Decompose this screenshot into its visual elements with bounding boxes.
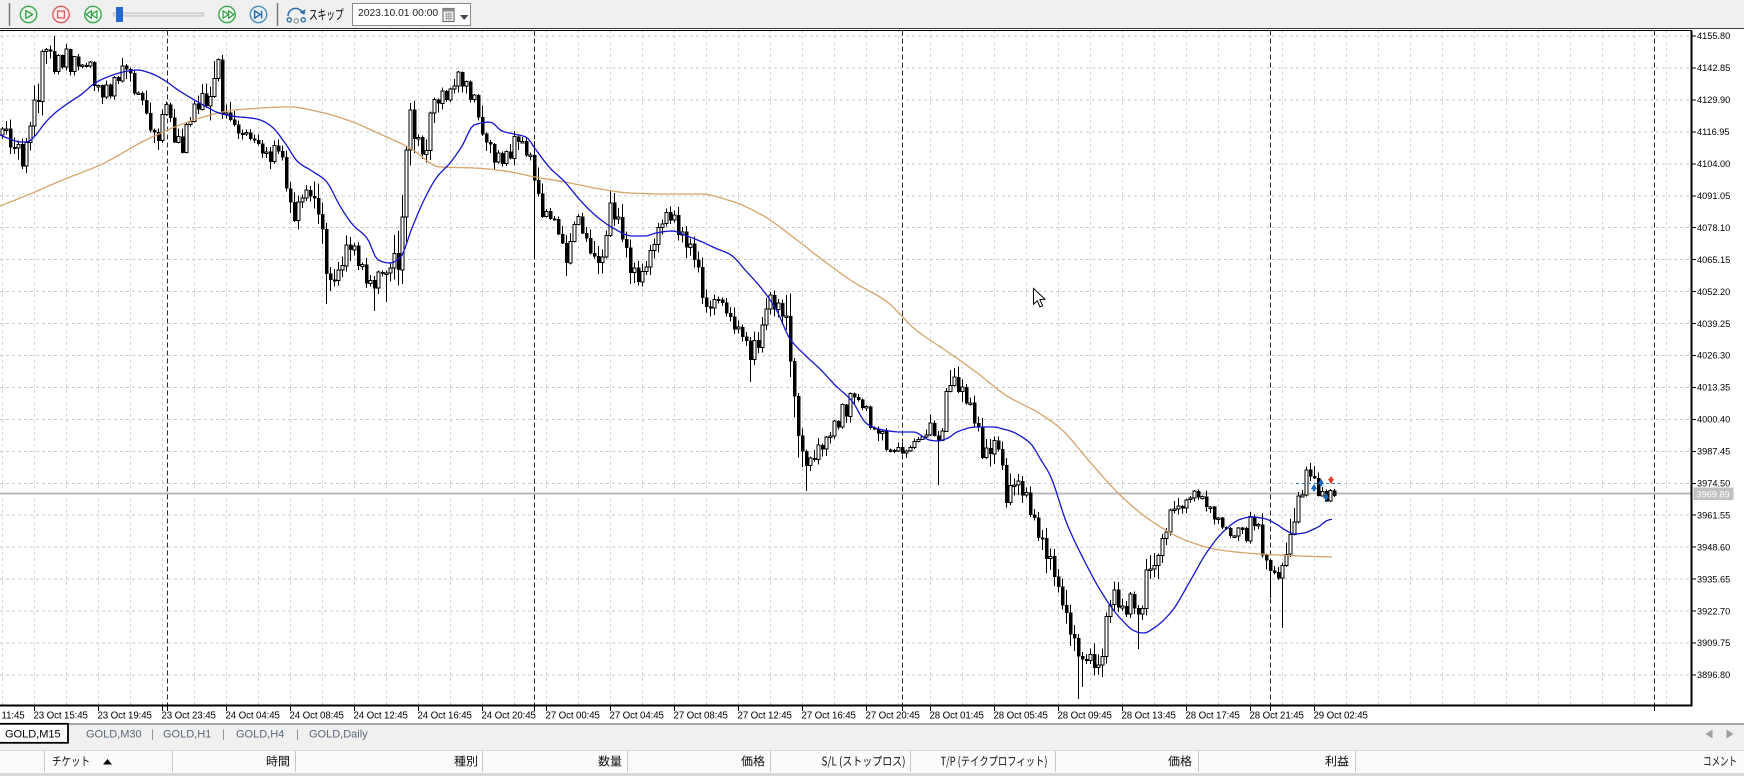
svg-text:|: | xyxy=(222,729,225,741)
svg-text:3969.89: 3969.89 xyxy=(1697,490,1730,500)
svg-text:23 Oct 15:45: 23 Oct 15:45 xyxy=(34,711,88,722)
svg-text:4026.30: 4026.30 xyxy=(1697,351,1730,361)
svg-text:GOLD,M15: GOLD,M15 xyxy=(5,729,61,741)
svg-text:27 Oct 00:45: 27 Oct 00:45 xyxy=(546,711,600,722)
svg-text:GOLD,H4: GOLD,H4 xyxy=(236,729,284,741)
svg-text:4000.40: 4000.40 xyxy=(1697,415,1730,425)
svg-text:GOLD,H1: GOLD,H1 xyxy=(163,729,211,741)
svg-text:4039.25: 4039.25 xyxy=(1697,319,1730,329)
svg-text:3974.50: 3974.50 xyxy=(1697,479,1730,489)
svg-text:4129.90: 4129.90 xyxy=(1697,95,1730,105)
svg-text:4078.10: 4078.10 xyxy=(1697,223,1730,233)
svg-text:GOLD,M30: GOLD,M30 xyxy=(86,729,142,741)
svg-text:3948.60: 3948.60 xyxy=(1697,542,1730,552)
svg-text:27 Oct 04:45: 27 Oct 04:45 xyxy=(610,711,664,722)
svg-text:28 Oct 01:45: 28 Oct 01:45 xyxy=(930,711,984,722)
svg-text:28 Oct 13:45: 28 Oct 13:45 xyxy=(1122,711,1176,722)
svg-text:28 Oct 09:45: 28 Oct 09:45 xyxy=(1058,711,1112,722)
svg-text:23 Oct 19:45: 23 Oct 19:45 xyxy=(98,711,152,722)
svg-text:3909.75: 3909.75 xyxy=(1697,638,1730,648)
svg-text:3896.80: 3896.80 xyxy=(1697,670,1730,680)
svg-text:4065.15: 4065.15 xyxy=(1697,255,1730,265)
svg-text:24 Oct 04:45: 24 Oct 04:45 xyxy=(226,711,280,722)
svg-text:4104.00: 4104.00 xyxy=(1697,159,1730,169)
svg-text:4091.05: 4091.05 xyxy=(1697,191,1730,201)
svg-text:4116.95: 4116.95 xyxy=(1697,127,1730,137)
svg-text:4052.20: 4052.20 xyxy=(1697,287,1730,297)
svg-text:|: | xyxy=(296,729,299,741)
svg-text:29 Oct 02:45: 29 Oct 02:45 xyxy=(1314,711,1368,722)
svg-text:3922.70: 3922.70 xyxy=(1697,606,1730,616)
svg-text:24 Oct 16:45: 24 Oct 16:45 xyxy=(418,711,472,722)
svg-text:28 Oct 05:45: 28 Oct 05:45 xyxy=(994,711,1048,722)
svg-text:27 Oct 16:45: 27 Oct 16:45 xyxy=(802,711,856,722)
svg-text:27 Oct 12:45: 27 Oct 12:45 xyxy=(738,711,792,722)
svg-text:3987.45: 3987.45 xyxy=(1697,447,1730,457)
svg-text:24 Oct 20:45: 24 Oct 20:45 xyxy=(482,711,536,722)
svg-text:11:45: 11:45 xyxy=(2,711,25,722)
svg-text:27 Oct 20:45: 27 Oct 20:45 xyxy=(866,711,920,722)
svg-text:4142.85: 4142.85 xyxy=(1697,63,1730,73)
svg-text:4155.80: 4155.80 xyxy=(1697,31,1730,41)
svg-text:27 Oct 08:45: 27 Oct 08:45 xyxy=(674,711,728,722)
svg-text:3935.65: 3935.65 xyxy=(1697,574,1730,584)
svg-text:3961.55: 3961.55 xyxy=(1697,511,1730,521)
svg-text:28 Oct 21:45: 28 Oct 21:45 xyxy=(1250,711,1304,722)
svg-text:GOLD,Daily: GOLD,Daily xyxy=(309,729,368,741)
svg-text:28 Oct 17:45: 28 Oct 17:45 xyxy=(1186,711,1240,722)
svg-text:24 Oct 12:45: 24 Oct 12:45 xyxy=(354,711,408,722)
svg-text:4013.35: 4013.35 xyxy=(1697,383,1730,393)
svg-text:|: | xyxy=(151,729,154,741)
svg-text:24 Oct 08:45: 24 Oct 08:45 xyxy=(290,711,344,722)
svg-text:23 Oct 23:45: 23 Oct 23:45 xyxy=(162,711,216,722)
